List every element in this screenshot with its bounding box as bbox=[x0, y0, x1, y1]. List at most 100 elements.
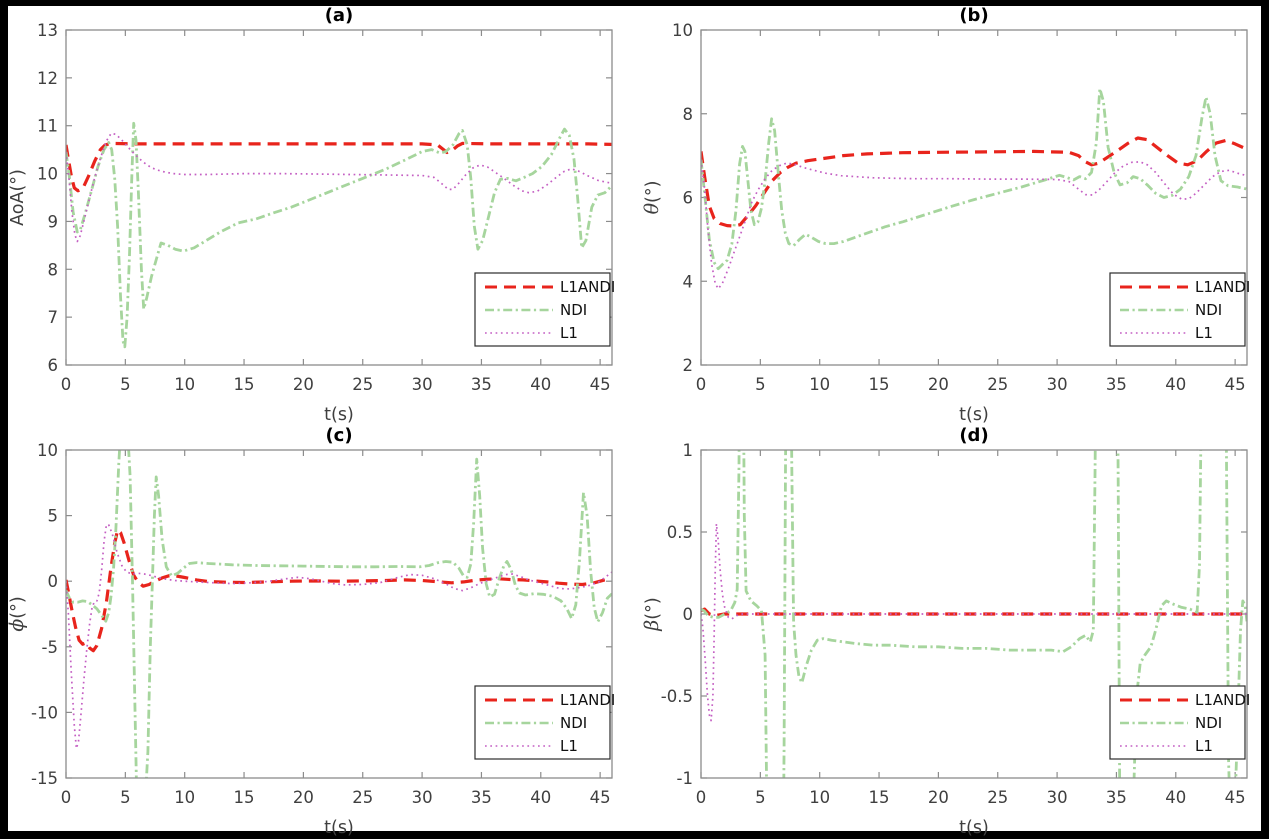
x-tick-label: 5 bbox=[120, 375, 131, 394]
x-tick-label: 25 bbox=[352, 788, 373, 807]
series-line-L1ANDI bbox=[66, 141, 612, 193]
y-axis-label: β(°) bbox=[641, 597, 663, 631]
x-tick-label: 35 bbox=[1106, 375, 1127, 394]
y-tick-label: 10 bbox=[672, 21, 693, 40]
subplot-title: (b) bbox=[959, 5, 988, 26]
subplot-a: 0 5 10 15 20 25 30 35 40 45 6 7 8 9 10 11 12 13 (a) t(s) AoA… bbox=[8, 5, 615, 425]
x-tick-label: 45 bbox=[590, 375, 611, 394]
axes-box bbox=[65, 29, 613, 366]
legend-label-NDI: NDI bbox=[1195, 714, 1222, 732]
x-tick-label: 15 bbox=[869, 375, 890, 394]
x-tick-label: 45 bbox=[1225, 788, 1246, 807]
legend-label-L1: L1 bbox=[560, 737, 578, 755]
y-tick-label: -5 bbox=[42, 638, 58, 657]
subplot-title: (c) bbox=[325, 425, 352, 446]
y-tick-label: -1 bbox=[677, 769, 693, 788]
x-tick-label: 20 bbox=[928, 375, 949, 394]
legend-label-L1: L1 bbox=[1195, 324, 1213, 342]
series-line-L1ANDI bbox=[701, 136, 1247, 228]
subplot-c: 0 5 10 15 20 25 30 35 40 45 -15 -10 -5 0 5 10 (c) t(s) ϕ(°… bbox=[6, 425, 615, 838]
y-tick-label: 1 bbox=[683, 441, 694, 460]
y-axis-unit: (°) bbox=[643, 181, 663, 203]
x-axis-label: t(s) bbox=[324, 405, 354, 425]
x-tick-label: 40 bbox=[530, 375, 551, 394]
x-tick-label: 10 bbox=[809, 788, 830, 807]
x-tick-label: 10 bbox=[809, 375, 830, 394]
y-tick-label: 10 bbox=[37, 165, 58, 184]
x-tick-label: 20 bbox=[293, 788, 314, 807]
x-tick-label: 45 bbox=[590, 788, 611, 807]
y-tick-label: 0 bbox=[683, 605, 694, 624]
x-tick-label: 40 bbox=[530, 788, 551, 807]
x-tick-label: 20 bbox=[293, 375, 314, 394]
series-line-NDI bbox=[701, 450, 1247, 778]
series-line-NDI bbox=[66, 121, 612, 349]
series-line-L1 bbox=[701, 159, 1247, 290]
x-axis-label: t(s) bbox=[324, 818, 354, 838]
x-tick-label: 15 bbox=[869, 788, 890, 807]
y-tick-label: 11 bbox=[37, 117, 58, 136]
x-axis-label: t(s) bbox=[959, 405, 989, 425]
axes-box bbox=[65, 449, 613, 779]
x-tick-label: 10 bbox=[174, 375, 195, 394]
x-tick-label: 25 bbox=[987, 788, 1008, 807]
x-tick-label: 30 bbox=[412, 375, 433, 394]
x-tick-label: 40 bbox=[1165, 375, 1186, 394]
x-tick-label: 10 bbox=[174, 788, 195, 807]
subplot-title: (d) bbox=[959, 425, 988, 446]
legend-label-L1ANDI: L1ANDI bbox=[1195, 691, 1250, 709]
y-tick-label: 6 bbox=[683, 189, 694, 208]
y-tick-label: 2 bbox=[683, 356, 694, 375]
subplot-title: (a) bbox=[325, 5, 354, 26]
subplot-d: 0 5 10 15 20 25 30 35 40 45 -1 -0.5 0 0.5 1 (d) t(s) β(°)… bbox=[641, 425, 1250, 838]
series-group bbox=[701, 87, 1247, 290]
y-tick-label: 0 bbox=[48, 572, 59, 591]
y-tick-label: 4 bbox=[683, 272, 694, 291]
legend-label-L1: L1 bbox=[560, 324, 578, 342]
y-tick-label: -0.5 bbox=[661, 687, 693, 706]
legend: L1ANDI NDI L1 bbox=[474, 272, 615, 347]
x-tick-label: 20 bbox=[928, 788, 949, 807]
legend-label-NDI: NDI bbox=[560, 301, 587, 319]
series-group bbox=[701, 450, 1247, 778]
x-tick-label: 5 bbox=[755, 375, 766, 394]
y-tick-label: -10 bbox=[31, 703, 58, 722]
y-axis-unit: (°) bbox=[8, 596, 28, 618]
x-tick-label: 35 bbox=[471, 788, 492, 807]
x-tick-label: 30 bbox=[412, 788, 433, 807]
series-line-L1ANDI bbox=[66, 528, 612, 653]
x-tick-label: 40 bbox=[1165, 788, 1186, 807]
legend: L1ANDI NDI L1 bbox=[1109, 272, 1250, 347]
y-axis-label: ϕ(°) bbox=[6, 596, 28, 631]
x-tick-label: 25 bbox=[987, 375, 1008, 394]
legend: L1ANDI NDI L1 bbox=[1109, 685, 1250, 760]
x-tick-label: 30 bbox=[1047, 375, 1068, 394]
series-group bbox=[66, 450, 612, 778]
x-tick-label: 30 bbox=[1047, 788, 1068, 807]
tick-marks bbox=[65, 29, 612, 366]
series-group bbox=[66, 121, 612, 349]
y-tick-label: 10 bbox=[37, 441, 58, 460]
y-axis-symbol: θ bbox=[641, 202, 663, 214]
x-tick-label: 25 bbox=[352, 375, 373, 394]
x-tick-label: 5 bbox=[755, 788, 766, 807]
x-tick-label: 15 bbox=[234, 375, 255, 394]
y-axis-symbol: ϕ bbox=[6, 619, 28, 632]
y-tick-label: 8 bbox=[48, 260, 59, 279]
legend: L1ANDI NDI L1 bbox=[474, 685, 615, 760]
x-tick-label: 45 bbox=[1225, 375, 1246, 394]
legend-label-NDI: NDI bbox=[560, 714, 587, 732]
x-tick-label: 35 bbox=[1106, 788, 1127, 807]
y-tick-label: 12 bbox=[37, 69, 58, 88]
series-line-NDI bbox=[701, 87, 1247, 271]
y-axis-symbol: AoA bbox=[8, 192, 28, 226]
y-tick-label: 7 bbox=[48, 308, 59, 327]
x-axis-label: t(s) bbox=[959, 818, 989, 838]
legend-label-NDI: NDI bbox=[1195, 301, 1222, 319]
y-tick-label: 13 bbox=[37, 21, 58, 40]
x-tick-label: 0 bbox=[61, 375, 72, 394]
series-line-NDI bbox=[66, 450, 612, 778]
series-line-L1 bbox=[701, 522, 1247, 722]
